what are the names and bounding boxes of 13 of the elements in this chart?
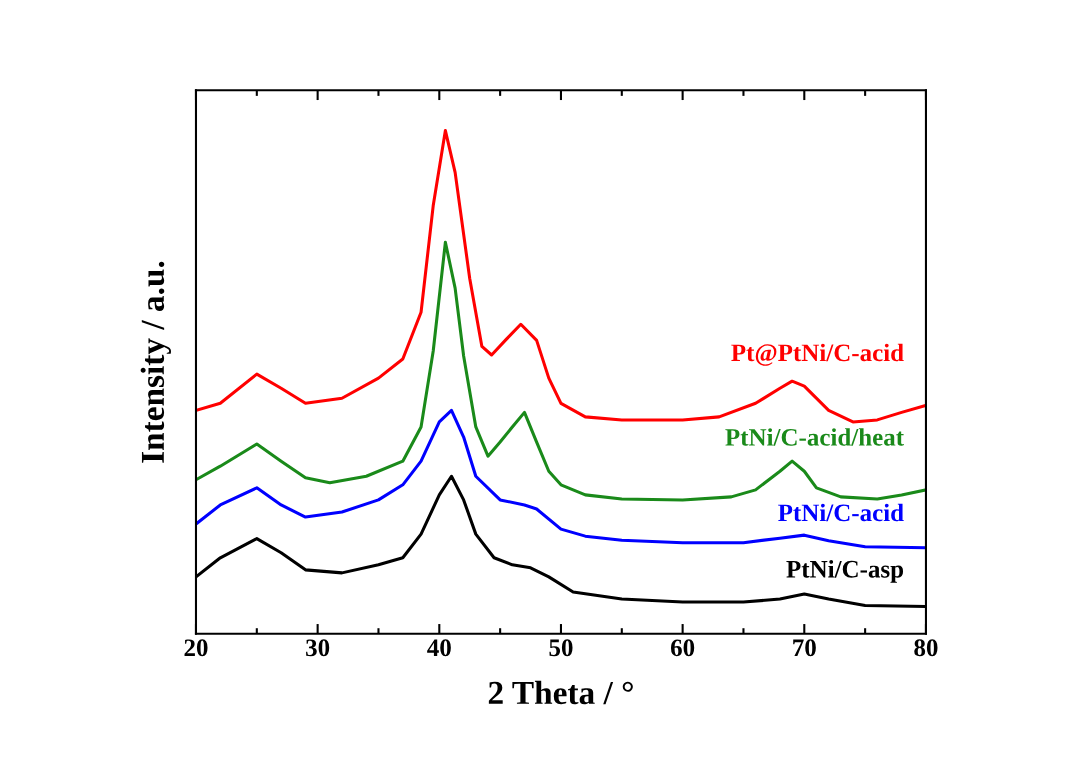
- y-axis-title: Intensity / a.u.: [140, 261, 171, 463]
- x-tick-label: 30: [306, 639, 330, 657]
- x-tick-label: 70: [793, 639, 816, 657]
- series-label: PtNi/C-acid/heat: [725, 428, 904, 446]
- x-tick-label: 40: [427, 639, 451, 657]
- series-label: Pt@PtNi/C-acid: [731, 343, 904, 366]
- series-label: PtNi/C-acid: [778, 503, 904, 522]
- series-label: PtNi/C-asp: [786, 560, 904, 583]
- x-tick-label: 20: [184, 639, 208, 657]
- x-axis-title: 2 Theta / °: [488, 680, 633, 705]
- x-tick-label: 50: [549, 639, 573, 657]
- x-tick-label: 80: [914, 639, 938, 657]
- x-tick-label: 60: [670, 639, 695, 657]
